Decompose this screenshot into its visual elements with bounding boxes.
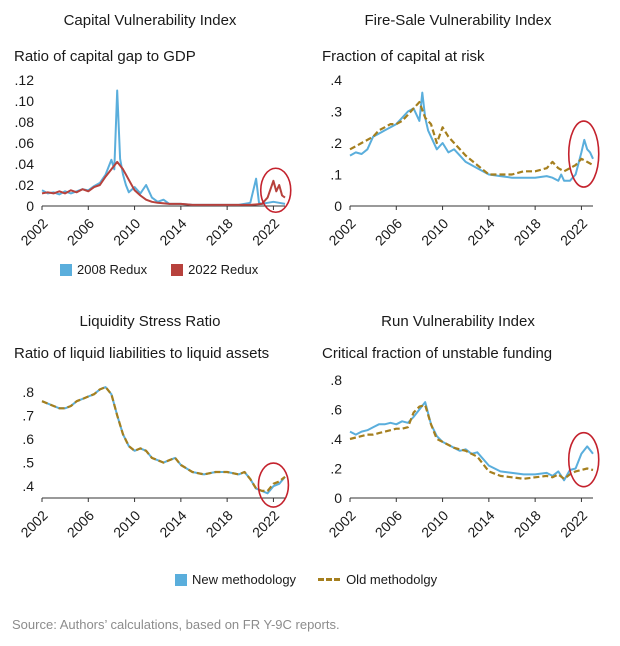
x-tick-label: 2018	[203, 507, 236, 540]
series-line-new-methodology	[349, 91, 594, 182]
legend: 2008 Redux 2022 Redux	[60, 262, 258, 277]
chart-title: Liquidity Stress Ratio	[79, 313, 221, 330]
x-tick-label: 2002	[325, 215, 358, 248]
y-tick-label: .12	[15, 72, 35, 88]
liquidity-stress-chart: .4 .5 .6 .7 .8 2002 2006 2010 2014 2018 2022	[17, 384, 290, 540]
y-tick-label: .5	[22, 455, 34, 471]
y-tick-label: .2	[330, 135, 342, 151]
y-tick-label: 0	[334, 198, 342, 214]
y-tick-label: 0	[334, 490, 342, 506]
chart-title: Capital Vulnerability Index	[63, 12, 237, 29]
y-tick-label: .4	[330, 431, 342, 447]
series-line-old-methodolgy	[41, 386, 286, 492]
y-tick-label: .10	[15, 93, 35, 109]
y-tick-label: .02	[15, 177, 35, 193]
legend-label-new: New methodology	[192, 572, 297, 587]
panel-run-vulnerability: Run Vulnerability Index Critical fractio…	[308, 305, 608, 585]
highlight-circle	[567, 120, 600, 188]
highlight-circle	[259, 167, 292, 214]
series-line-old-methodolgy	[349, 101, 594, 176]
y-tick-label: .6	[330, 402, 342, 418]
series-line-new-methodology	[349, 401, 594, 482]
x-tick-label: 2018	[511, 215, 544, 248]
legend-label-2008: 2008 Redux	[77, 262, 148, 277]
chart-ylabel: Ratio of liquid liabilities to liquid as…	[14, 345, 270, 362]
x-tick-label: 2002	[325, 507, 358, 540]
series-line-old-methodolgy	[349, 404, 594, 480]
panel-fire-sale-vulnerability: Fire-Sale Vulnerability Index Fraction o…	[308, 0, 608, 280]
y-tick-label: .8	[330, 372, 342, 388]
x-tick-label: 2022	[557, 507, 590, 540]
x-tick-label: 2014	[156, 507, 189, 540]
panel-capital-vulnerability: Capital Vulnerability Index Ratio of cap…	[0, 0, 300, 280]
legend-label-old: Old methodolgy	[346, 572, 438, 587]
y-tick-label: .3	[330, 104, 342, 120]
source-note: Source: Authors’ calculations, based on …	[12, 617, 340, 632]
run-vulnerability-chart: 0 .2 .4 .6 .8 2002 2006 2010 2014 2018 2022	[325, 372, 600, 540]
x-tick-label: 2010	[418, 507, 451, 540]
legend-swatch-old	[318, 578, 341, 581]
highlight-circle	[567, 431, 600, 488]
chart-ylabel: Ratio of capital gap to GDP	[14, 48, 196, 65]
x-tick-label: 2018	[203, 215, 236, 248]
y-tick-label: .2	[330, 461, 342, 477]
y-tick-label: .4	[22, 478, 34, 494]
methodology-legend: New methodology Old methodolgy	[175, 572, 437, 587]
x-tick-label: 2022	[249, 215, 282, 248]
x-tick-label: 2002	[17, 507, 50, 540]
y-tick-label: .4	[330, 72, 342, 88]
y-tick-label: .1	[330, 167, 342, 183]
y-tick-label: 0	[26, 198, 34, 214]
x-tick-label: 2014	[464, 507, 497, 540]
y-tick-label: .8	[22, 384, 34, 400]
y-tick-label: .08	[15, 114, 35, 130]
fire-sale-vulnerability-chart: 0 .1 .2 .3 .4 2002 2006 2010 2014 2018 2022	[325, 72, 600, 248]
capital-vulnerability-chart: 0 .02 .04 .06 .08 .10 .12 2002 2006 2010 2014 2018 2…	[15, 72, 292, 248]
x-tick-label: 2014	[464, 215, 497, 248]
x-tick-label: 2022	[557, 215, 590, 248]
y-tick-label: .6	[22, 431, 34, 447]
chart-ylabel: Critical fraction of unstable funding	[322, 345, 553, 362]
x-tick-label: 2006	[64, 507, 97, 540]
legend-swatch-red	[171, 263, 184, 276]
x-tick-label: 2014	[156, 215, 189, 248]
x-tick-label: 2006	[372, 215, 405, 248]
y-tick-label: .04	[15, 156, 35, 172]
y-tick-label: .7	[22, 407, 34, 423]
x-tick-label: 2010	[418, 215, 451, 248]
x-tick-label: 2006	[64, 215, 97, 248]
series-line-2008-redux	[41, 89, 286, 206]
series-line-2022-redux	[41, 160, 286, 206]
chart-title: Fire-Sale Vulnerability Index	[364, 12, 552, 29]
x-tick-label: 2002	[17, 215, 50, 248]
y-tick-label: .06	[15, 135, 35, 151]
x-tick-label: 2022	[249, 507, 282, 540]
legend-swatch-new	[175, 573, 187, 586]
x-tick-label: 2006	[372, 507, 405, 540]
highlight-circle	[257, 462, 290, 508]
x-tick-label: 2018	[511, 507, 544, 540]
x-tick-label: 2010	[110, 507, 143, 540]
panel-liquidity-stress: Liquidity Stress Ratio Ratio of liquid l…	[0, 305, 300, 585]
chart-title: Run Vulnerability Index	[381, 313, 535, 330]
chart-ylabel: Fraction of capital at risk	[322, 48, 485, 65]
legend-label-2022: 2022 Redux	[188, 262, 259, 277]
legend-swatch-blue	[60, 263, 72, 276]
x-tick-label: 2010	[110, 215, 143, 248]
